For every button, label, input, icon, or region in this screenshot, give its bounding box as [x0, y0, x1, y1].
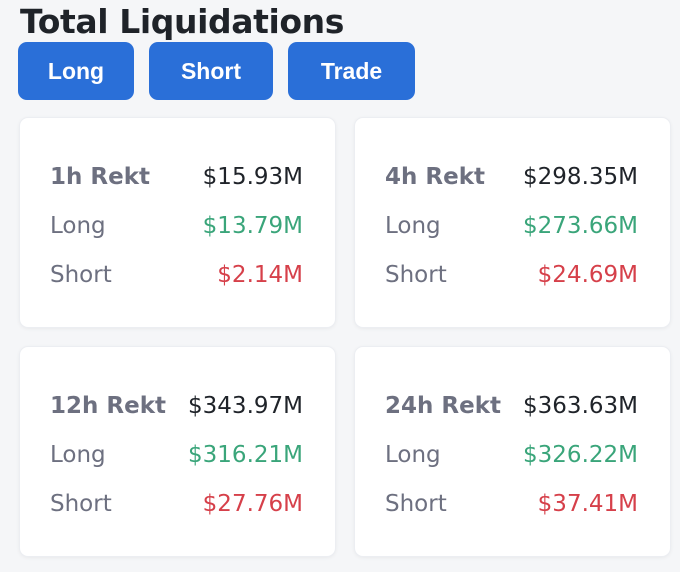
- tab-trade[interactable]: Trade: [288, 42, 415, 100]
- long-row: Long $273.66M: [385, 211, 638, 241]
- long-label: Long: [385, 442, 441, 468]
- tab-short[interactable]: Short: [149, 42, 273, 100]
- short-row: Short $2.14M: [50, 260, 303, 290]
- stats-card-4h: 4h Rekt $298.35M Long $273.66M Short $24…: [355, 118, 670, 327]
- short-label: Short: [385, 491, 447, 517]
- period-label: 4h Rekt: [385, 164, 485, 190]
- period-label: 12h Rekt: [50, 393, 166, 419]
- page-title: Total Liquidations: [20, 2, 344, 41]
- short-row: Short $27.76M: [50, 489, 303, 519]
- total-value: $363.63M: [523, 393, 638, 419]
- total-row: 12h Rekt $343.97M: [50, 391, 303, 421]
- stats-card-12h: 12h Rekt $343.97M Long $316.21M Short $2…: [20, 347, 335, 556]
- short-row: Short $37.41M: [385, 489, 638, 519]
- short-value: $2.14M: [217, 262, 303, 288]
- long-row: Long $326.22M: [385, 440, 638, 470]
- total-row: 1h Rekt $15.93M: [50, 162, 303, 192]
- short-value: $27.76M: [202, 491, 303, 517]
- total-row: 4h Rekt $298.35M: [385, 162, 638, 192]
- short-value: $37.41M: [537, 491, 638, 517]
- long-label: Long: [50, 442, 106, 468]
- stats-card-1h: 1h Rekt $15.93M Long $13.79M Short $2.14…: [20, 118, 335, 327]
- short-label: Short: [50, 262, 112, 288]
- long-value: $326.22M: [523, 442, 638, 468]
- long-value: $316.21M: [188, 442, 303, 468]
- tab-long[interactable]: Long: [18, 42, 134, 100]
- long-row: Long $13.79M: [50, 211, 303, 241]
- stats-card-24h: 24h Rekt $363.63M Long $326.22M Short $3…: [355, 347, 670, 556]
- long-row: Long $316.21M: [50, 440, 303, 470]
- long-value: $273.66M: [523, 213, 638, 239]
- period-label: 24h Rekt: [385, 393, 501, 419]
- long-label: Long: [50, 213, 106, 239]
- period-label: 1h Rekt: [50, 164, 150, 190]
- total-value: $343.97M: [188, 393, 303, 419]
- long-label: Long: [385, 213, 441, 239]
- short-value: $24.69M: [537, 262, 638, 288]
- total-value: $298.35M: [523, 164, 638, 190]
- tab-bar: Long Short Trade: [18, 42, 415, 100]
- short-label: Short: [385, 262, 447, 288]
- total-value: $15.93M: [202, 164, 303, 190]
- long-value: $13.79M: [202, 213, 303, 239]
- short-label: Short: [50, 491, 112, 517]
- total-row: 24h Rekt $363.63M: [385, 391, 638, 421]
- short-row: Short $24.69M: [385, 260, 638, 290]
